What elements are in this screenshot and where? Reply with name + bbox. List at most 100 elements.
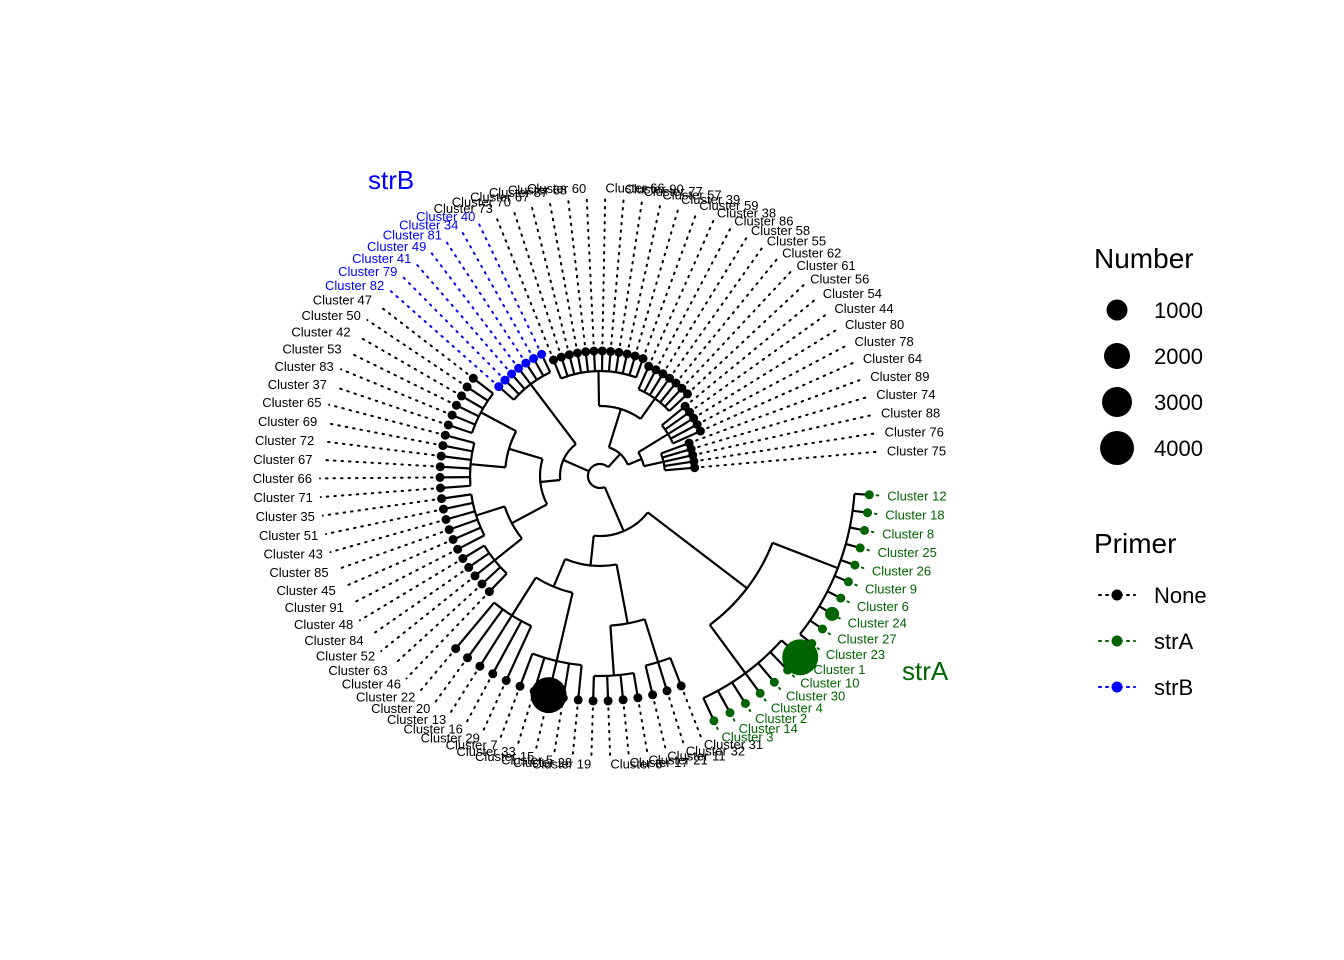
- tip-label: Cluster 77: [644, 184, 703, 199]
- legend-primer-title: Primer: [1094, 528, 1176, 559]
- tip-label: Cluster 74: [876, 387, 935, 402]
- tip-guide-line: [461, 231, 535, 360]
- tree-branch: [454, 601, 496, 650]
- tip-point: [514, 363, 524, 373]
- tip-point: [475, 661, 485, 671]
- tip-label: Cluster 90: [625, 182, 684, 197]
- tip-point: [470, 571, 480, 581]
- legend-number-title: Number: [1094, 243, 1194, 274]
- tip-guide-line: [477, 222, 543, 356]
- tip-guide-line: [636, 696, 649, 753]
- tip-label: Cluster 65: [262, 395, 321, 410]
- tree-branch: [457, 534, 485, 551]
- tip-guide-line: [686, 283, 806, 395]
- tip-guide-line: [626, 201, 662, 355]
- tip-guide-line: [692, 432, 878, 463]
- tip-guide-line: [499, 685, 521, 739]
- tip-label: Cluster 30: [786, 688, 845, 703]
- tip-point: [453, 544, 463, 554]
- tip-guide-line: [402, 276, 506, 382]
- tip-point: [850, 560, 860, 570]
- tip-label: Cluster 71: [254, 490, 313, 505]
- tip-label: Cluster 35: [256, 509, 315, 524]
- tip-point: [537, 349, 547, 359]
- tip-label: Cluster 1: [814, 662, 866, 677]
- tip-point: [860, 525, 869, 535]
- tip-point: [725, 708, 735, 718]
- tip-guide-line: [319, 476, 441, 480]
- tip-label: Cluster 47: [313, 293, 372, 308]
- tree-branch: [644, 665, 654, 696]
- tip-label: Cluster 46: [342, 677, 401, 692]
- tip-guide-line: [668, 246, 764, 380]
- tip-guide-line: [622, 698, 630, 756]
- tip-guide-line: [359, 557, 464, 622]
- tip-guide-line: [329, 518, 447, 554]
- tip-point: [437, 494, 447, 504]
- tip-point: [521, 358, 531, 368]
- tip-guide-line: [328, 403, 447, 437]
- tree-branch: [440, 484, 471, 490]
- tree-branch: [562, 458, 590, 473]
- tree-branch: [597, 370, 601, 407]
- tip-guide-line: [571, 698, 580, 756]
- legend-number-label-3000: 3000: [1154, 390, 1203, 415]
- group-label-strA: strA: [902, 656, 949, 686]
- tip-point: [515, 681, 525, 691]
- tree-branch: [511, 503, 548, 525]
- tip-guide-line: [548, 199, 579, 354]
- tree-branch: [657, 661, 669, 692]
- tip-label: Cluster 84: [304, 633, 363, 648]
- tip-label: Cluster 62: [782, 245, 841, 260]
- tree-branch: [445, 434, 475, 444]
- tip-guide-line: [693, 450, 880, 469]
- tree-branch: [643, 618, 660, 663]
- tip-point: [556, 352, 566, 362]
- tip-label: Cluster 27: [837, 632, 896, 647]
- tip-guide-line: [389, 289, 500, 388]
- tree-branch: [480, 411, 517, 433]
- legend-size-3000: [1102, 387, 1132, 417]
- tip-point: [630, 351, 640, 361]
- tree-branch: [639, 397, 656, 420]
- tip-label: Cluster 16: [404, 722, 463, 737]
- tree-branch: [442, 444, 473, 453]
- tree-arc: [610, 618, 646, 627]
- tip-point: [676, 681, 686, 691]
- tip-guide-line: [688, 312, 829, 414]
- tip-point: [444, 525, 454, 535]
- tip-label: Cluster 64: [863, 351, 922, 366]
- tip-guide-line: [405, 590, 491, 680]
- tree-branch: [475, 505, 506, 517]
- tree-branch: [615, 564, 629, 624]
- tip-label: Cluster 66: [253, 471, 312, 486]
- tip-point: [658, 369, 668, 379]
- tip-point: [451, 400, 461, 410]
- tip-label: Cluster 4: [771, 700, 823, 715]
- tip-label: Cluster 82: [325, 278, 384, 293]
- tip-guide-line: [321, 497, 443, 517]
- tip-point: [651, 365, 661, 375]
- tip-label: Cluster 86: [734, 214, 793, 229]
- tip-point: [836, 593, 846, 603]
- tip-point: [484, 587, 494, 597]
- tip-point: [755, 688, 765, 698]
- tip-label: Cluster 41: [352, 251, 411, 266]
- tip-guide-line: [482, 679, 508, 732]
- tree-branch: [555, 592, 574, 662]
- legend-number-label-2000: 2000: [1154, 344, 1203, 369]
- tree-branch: [661, 448, 692, 459]
- tip-label: Cluster 51: [259, 528, 318, 543]
- tip-label: Cluster 57: [662, 187, 721, 202]
- tip-guide-line: [494, 215, 555, 361]
- tree-arc: [709, 542, 774, 626]
- tip-label: Cluster 38: [717, 205, 776, 220]
- tip-point: [665, 373, 674, 383]
- tip-point: [549, 355, 558, 365]
- tip-point: [769, 677, 779, 687]
- tree-branch: [491, 620, 523, 675]
- tree-branch: [493, 537, 523, 562]
- tip-labels: Cluster 75 Cluster 76 Cluster 88 Cluster 74…: [253, 181, 947, 772]
- tip-guide-line: [465, 672, 494, 724]
- tree-branch: [448, 518, 478, 531]
